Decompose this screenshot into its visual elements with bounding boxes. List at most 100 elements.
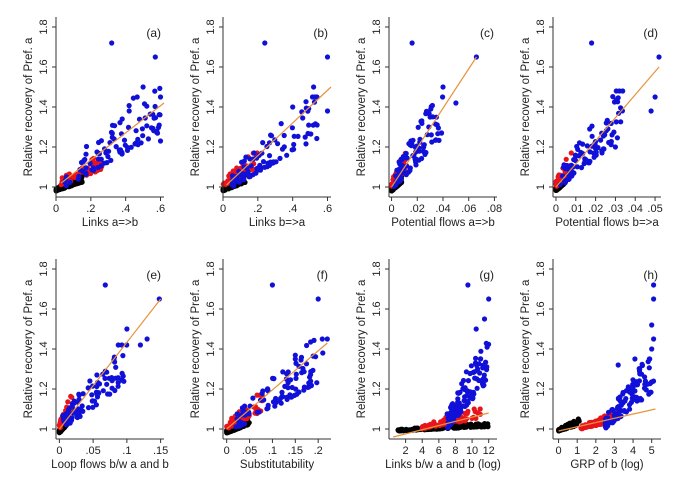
blue-point bbox=[302, 134, 308, 140]
y-tick-label: 1.2 bbox=[38, 381, 50, 396]
blue-point bbox=[248, 163, 254, 169]
blue-point bbox=[296, 363, 302, 369]
y-axis-title: Relative recovery of Pref. a bbox=[23, 279, 35, 418]
blue-point bbox=[139, 126, 145, 132]
y-tick-label: 1.8 bbox=[535, 19, 547, 34]
panel-label: (g) bbox=[479, 268, 494, 282]
blue-point bbox=[67, 179, 73, 185]
blue-point bbox=[109, 378, 115, 384]
panel-label: (b) bbox=[313, 26, 328, 40]
blue-point bbox=[319, 336, 325, 342]
blue-point bbox=[477, 370, 483, 376]
blue-point bbox=[250, 395, 256, 401]
blue-point bbox=[642, 381, 648, 387]
blue-point bbox=[462, 394, 468, 400]
blue-point bbox=[300, 115, 306, 121]
blue-point bbox=[241, 177, 247, 183]
blue-point bbox=[119, 377, 125, 383]
blue-point bbox=[102, 375, 108, 381]
blue-point bbox=[69, 415, 75, 421]
blue-point bbox=[93, 402, 99, 408]
blue-point bbox=[646, 365, 652, 371]
blue-point bbox=[573, 152, 579, 158]
blue-point bbox=[419, 120, 425, 126]
blue-point bbox=[627, 386, 633, 392]
blue-point bbox=[109, 385, 115, 391]
blue-point bbox=[144, 123, 150, 129]
y-axis-title: Relative recovery of Pref. a bbox=[190, 37, 202, 176]
y-tick-label: 1.6 bbox=[205, 301, 217, 316]
blue-point bbox=[292, 356, 298, 362]
blue-point bbox=[259, 390, 265, 397]
blue-point bbox=[96, 139, 102, 146]
blue-point bbox=[78, 407, 84, 413]
blue-point bbox=[83, 170, 89, 176]
blue-point bbox=[100, 388, 106, 394]
black-point bbox=[482, 424, 488, 430]
blue-point bbox=[303, 99, 309, 105]
black-point bbox=[227, 429, 233, 435]
y-tick-label: 1.2 bbox=[205, 139, 217, 154]
red-point bbox=[477, 406, 483, 412]
x-tick-label: 5 bbox=[649, 445, 655, 457]
blue-point bbox=[649, 346, 655, 352]
blue-point bbox=[151, 115, 157, 121]
blue-point bbox=[277, 155, 283, 161]
y-axis-title: Relative recovery of Pref. a bbox=[520, 37, 532, 176]
blue-point bbox=[238, 172, 244, 178]
blue-point bbox=[80, 391, 86, 397]
blue-point bbox=[435, 125, 441, 131]
blue-point bbox=[117, 120, 123, 126]
blue-point bbox=[115, 380, 121, 386]
y-tick-label: 1 bbox=[535, 426, 547, 432]
x-tick-label: .15 bbox=[288, 445, 303, 457]
blue-point bbox=[291, 141, 297, 148]
blue-point bbox=[593, 152, 599, 158]
y-tick-label: 1.6 bbox=[371, 59, 383, 74]
blue-point bbox=[445, 425, 451, 431]
y-tick-label: 1 bbox=[38, 426, 50, 432]
y-tick-label: 1.8 bbox=[38, 19, 50, 34]
y-tick-label: 1 bbox=[38, 184, 50, 190]
x-tick-label: .1 bbox=[268, 445, 277, 457]
panel-label: (d) bbox=[643, 26, 658, 40]
fit-line bbox=[60, 102, 165, 184]
blue-point bbox=[615, 362, 621, 368]
blue-point bbox=[289, 125, 295, 131]
blue-point bbox=[618, 105, 624, 111]
blue-point bbox=[121, 137, 128, 143]
blue-point bbox=[398, 164, 405, 170]
blue-point bbox=[144, 103, 150, 109]
blue-point bbox=[429, 139, 435, 145]
blue-point bbox=[238, 422, 244, 428]
blue-point bbox=[278, 121, 284, 127]
blue-point bbox=[472, 369, 478, 375]
blue-point bbox=[429, 102, 435, 109]
x-tick-label: 1 bbox=[574, 445, 580, 457]
blue-point bbox=[440, 84, 446, 90]
plot-area bbox=[553, 259, 661, 439]
x-tick-label: 6 bbox=[436, 445, 442, 457]
black-point bbox=[574, 421, 580, 427]
blue-point bbox=[474, 376, 480, 382]
blue-point bbox=[576, 140, 583, 146]
y-tick-label: 1.8 bbox=[371, 261, 383, 276]
blue-point bbox=[109, 130, 115, 136]
y-axis-title: Relative recovery of Pref. a bbox=[356, 37, 368, 176]
blue-point bbox=[235, 417, 241, 423]
blue-point bbox=[474, 385, 480, 391]
black-point bbox=[56, 186, 62, 192]
blue-point bbox=[646, 391, 652, 397]
y-tick-label: 1.8 bbox=[38, 261, 50, 276]
blue-point bbox=[156, 112, 162, 118]
blue-point bbox=[234, 411, 240, 417]
blue-point bbox=[400, 155, 406, 161]
blue-point bbox=[455, 390, 461, 396]
blue-point bbox=[587, 158, 593, 164]
blue-point bbox=[152, 88, 158, 94]
blue-point bbox=[74, 413, 80, 419]
blue-point bbox=[119, 370, 125, 376]
fit-line bbox=[558, 408, 656, 432]
black-point bbox=[409, 426, 415, 432]
blue-point bbox=[105, 153, 111, 160]
